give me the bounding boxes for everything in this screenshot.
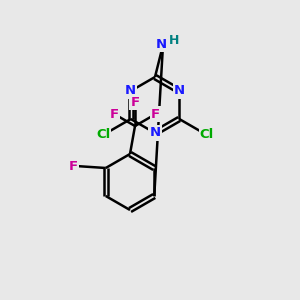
Text: H: H: [169, 34, 179, 46]
Text: F: F: [130, 95, 140, 109]
Text: Cl: Cl: [96, 128, 110, 142]
Text: N: N: [155, 38, 167, 50]
Text: N: N: [149, 127, 161, 140]
Text: Cl: Cl: [200, 128, 214, 142]
Text: F: F: [69, 160, 78, 172]
Text: F: F: [110, 107, 119, 121]
Text: N: N: [125, 85, 136, 98]
Text: N: N: [174, 85, 185, 98]
Text: F: F: [151, 107, 160, 121]
